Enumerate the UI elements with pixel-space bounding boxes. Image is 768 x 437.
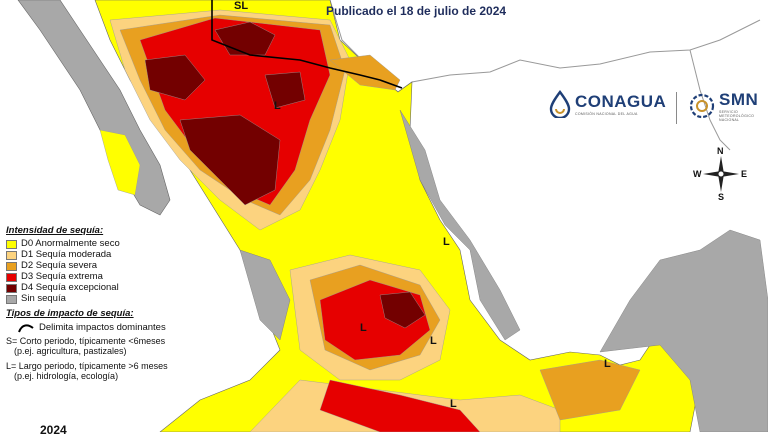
map-label-l-east: L bbox=[443, 236, 450, 248]
d2-southeast bbox=[539, 359, 641, 421]
legend-short-label: S= Corto periodo, típicamente <6meses bbox=[6, 336, 166, 347]
legend-swatch bbox=[6, 283, 17, 293]
smn-subtitle-3: NACIONAL bbox=[719, 118, 740, 122]
legend-long-label: L= Largo periodo, típicamente >6 meses bbox=[6, 361, 168, 372]
impact-line-icon bbox=[18, 324, 34, 333]
map-label-l-south: L bbox=[450, 398, 457, 410]
legend-item: Sin sequía bbox=[6, 292, 168, 305]
legend-swatch bbox=[6, 294, 17, 304]
d4-north-3 bbox=[264, 71, 306, 109]
conagua-name: CONAGUA bbox=[575, 92, 667, 111]
legend-intensity-title: Intensidad de sequía: bbox=[6, 225, 104, 236]
legend-swatch bbox=[6, 261, 17, 271]
d3-coast bbox=[319, 379, 481, 432]
smn-logo: SMN SERVICIO METEOROLÓGICO NACIONAL bbox=[688, 90, 758, 122]
map-label-l-central: L bbox=[360, 322, 367, 334]
conagua-logo: CONAGUA COMISIÓN NACIONAL DEL AGUA bbox=[548, 90, 666, 118]
logo-divider bbox=[676, 92, 677, 124]
map-label-l-southeast: L bbox=[604, 358, 611, 370]
map-label-l-central-east: L bbox=[430, 335, 437, 347]
florida-outline bbox=[689, 49, 731, 151]
sin-sequia-east bbox=[399, 109, 521, 341]
compass-s: S bbox=[718, 192, 725, 202]
legend-item: D0 Anormalmente seco bbox=[6, 237, 168, 250]
smn-subtitle-2: METEOROLÓGICO bbox=[719, 114, 755, 118]
legend-swatch bbox=[6, 272, 17, 282]
legend-label: D0 Anormalmente seco bbox=[21, 237, 120, 249]
smn-emblem-icon bbox=[689, 93, 715, 119]
smn-subtitle-1: SERVICIO bbox=[719, 110, 739, 114]
legend-item: D3 Sequía extrema bbox=[6, 270, 168, 283]
year-label: 2024 bbox=[40, 423, 67, 437]
compass-icon bbox=[703, 156, 739, 192]
compass-w: W bbox=[693, 169, 702, 179]
legend-swatch bbox=[6, 250, 17, 260]
legend-impact-line-item: Delimita impactos dominantes bbox=[18, 322, 168, 334]
impact-boundary-line bbox=[211, 0, 403, 89]
smn-name: SMN bbox=[719, 90, 759, 109]
legend-label: D3 Sequía extrema bbox=[21, 270, 103, 282]
conagua-drop-icon bbox=[549, 90, 571, 118]
legend: Intensidad de sequía: D0 Anormalmente se… bbox=[6, 225, 168, 382]
sin-sequia-southeast bbox=[599, 229, 768, 432]
legend-item: D1 Sequía moderada bbox=[6, 248, 168, 261]
map-label-sl: SL bbox=[234, 0, 249, 12]
legend-label: Sin sequía bbox=[21, 292, 66, 304]
legend-label: D2 Sequía severa bbox=[21, 259, 98, 271]
compass-rose: N S E W bbox=[693, 146, 749, 202]
legend-short-example: (p.ej. agricultura, pastizales) bbox=[14, 346, 127, 357]
d4-north-4 bbox=[179, 114, 281, 206]
legend-impact-title: Tipos de impacto de sequía: bbox=[6, 307, 134, 319]
d4-central bbox=[379, 291, 426, 329]
d4-north-2 bbox=[144, 54, 206, 101]
conagua-subtitle: COMISIÓN NACIONAL DEL AGUA bbox=[575, 112, 638, 116]
sin-sequia-west bbox=[239, 249, 291, 341]
legend-long-example: (p.ej. hidrología, ecología) bbox=[14, 371, 119, 382]
compass-n: N bbox=[717, 146, 724, 156]
legend-label: D1 Sequía moderada bbox=[21, 248, 112, 260]
compass-e: E bbox=[741, 169, 748, 179]
legend-swatch bbox=[6, 239, 17, 249]
map-label-l-north: L bbox=[274, 100, 281, 112]
baja-d0-zone bbox=[99, 129, 141, 196]
legend-item: D4 Sequía excepcional bbox=[6, 281, 168, 294]
map-title: Publicado el 18 de julio de 2024 bbox=[326, 4, 507, 18]
legend-label: D4 Sequía excepcional bbox=[21, 281, 119, 293]
legend-impact-line-label: Delimita impactos dominantes bbox=[39, 321, 166, 333]
legend-item: D2 Sequía severa bbox=[6, 259, 168, 272]
